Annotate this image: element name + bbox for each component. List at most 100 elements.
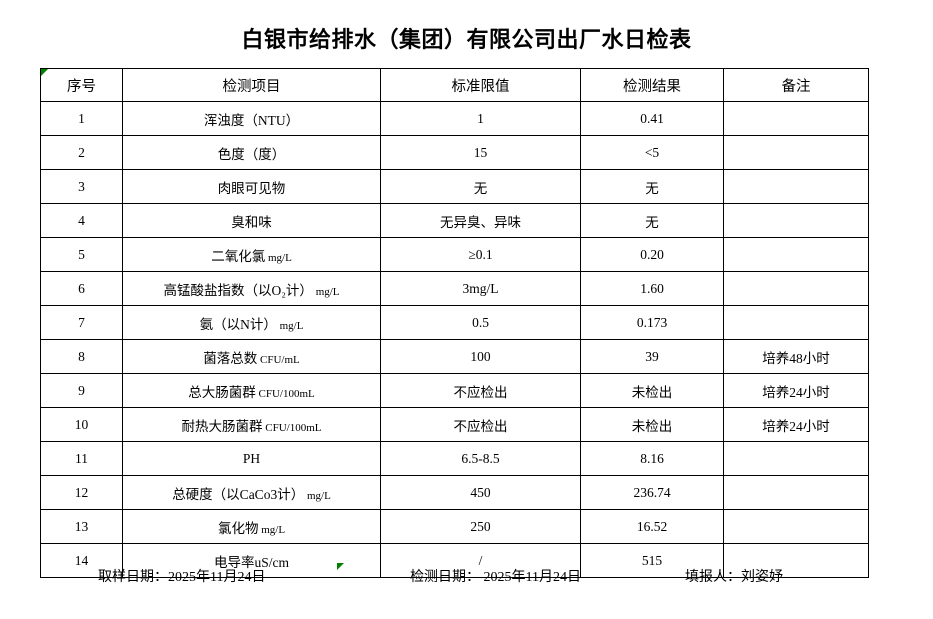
cell-no: 1 <box>40 101 123 136</box>
table-row: 8 菌落总数 CFU/mL 100 39 培养48小时 <box>40 339 869 374</box>
cell-result: 0.173 <box>580 305 724 340</box>
cell-item: 臭和味 <box>122 203 381 238</box>
testing-date-label: 检测日期： 2025年11月24日 <box>410 570 581 585</box>
item-unit: mg/L <box>312 285 340 298</box>
item-unit: mg/L <box>304 489 331 502</box>
table-row: 13 氯化物 mg/L 250 16.52 <box>40 509 869 544</box>
reporter-label: 填报人：刘姿妤 <box>685 570 783 585</box>
cell-no: 13 <box>40 509 123 544</box>
item-name: 色度（度） <box>217 146 286 162</box>
water-quality-table: 序号 检测项目 标准限值 检测结果 备注 1 浑浊度（NTU） 1 0.41 2 色度（度… <box>40 68 869 578</box>
page-title: 白银市给排水（集团）有限公司出厂水日检表 <box>241 27 692 52</box>
report-footer: 取样日期：2025年11月24日 检测日期： 2025年11月24日 填报人：刘… <box>40 566 868 590</box>
column-header-result: 检测结果 <box>580 68 724 102</box>
item-name: 高锰酸盐指数（以O₂计） <box>163 282 313 298</box>
item-name: 氨（以N计） <box>199 316 277 332</box>
column-header-no: 序号 <box>40 68 123 102</box>
item-name: 菌落总数 <box>203 350 258 366</box>
cell-standard: 0.5 <box>380 305 581 340</box>
cell-item: 总硬度（以CaCo3计） mg/L <box>122 475 381 510</box>
cell-result: 未检出 <box>580 373 724 408</box>
cell-no: 8 <box>40 339 123 374</box>
cell-result: 0.41 <box>580 101 724 136</box>
cell-result: 236.74 <box>580 475 724 510</box>
table-row: 10 耐热大肠菌群 CFU/100mL 不应检出 未检出 培养24小时 <box>40 407 869 442</box>
cell-remark <box>723 271 869 306</box>
cell-no: 12 <box>40 475 123 510</box>
cell-result: 未检出 <box>580 407 724 442</box>
column-header-item: 检测项目 <box>122 68 381 102</box>
cell-no: 3 <box>40 169 123 204</box>
cell-result: 无 <box>580 203 724 238</box>
cell-result: 515 <box>580 543 724 578</box>
column-header-remark: 备注 <box>723 68 869 102</box>
table-body: 1 浑浊度（NTU） 1 0.41 2 色度（度） 15 <5 3 肉眼可见物无无 4 臭和味 无异臭、… <box>40 101 869 578</box>
sampling-date-label: 取样日期：2025年11月24日 <box>98 570 266 585</box>
cell-item: 耐热大肠菌群 CFU/100mL <box>122 407 381 442</box>
cell-standard: 不应检出 <box>380 407 581 442</box>
table-row: 12 总硬度（以CaCo3计） mg/L 450 236.74 <box>40 475 869 510</box>
cell-result: 0.20 <box>580 237 724 272</box>
item-name: 总大肠菌群 <box>188 384 256 400</box>
item-unit: mg/L <box>276 319 304 332</box>
table-row: 2 色度（度） 15 <5 <box>40 135 869 170</box>
cell-item: 二氧化氯 mg/L <box>122 237 381 272</box>
cell-comment-marker-icon[interactable] <box>337 563 344 570</box>
cell-no: 4 <box>40 203 123 238</box>
table-row: 7 氨（以N计） mg/L 0.5 0.173 <box>40 305 869 340</box>
cell-no: 5 <box>40 237 123 272</box>
cell-standard: 15 <box>380 135 581 170</box>
item-name: 耐热大肠菌群 <box>181 418 263 434</box>
cell-comment-marker-icon[interactable] <box>41 69 48 76</box>
cell-item: PH <box>122 441 381 476</box>
item-unit: CFU/100mL <box>262 421 322 434</box>
cell-remark <box>723 101 869 136</box>
item-name: 臭和味 <box>231 214 272 230</box>
cell-remark <box>723 169 869 204</box>
cell-remark <box>723 135 869 170</box>
table-row: 5 二氧化氯 mg/L ≥0.1 0.20 <box>40 237 869 272</box>
cell-standard: 100 <box>380 339 581 374</box>
table-header-row: 序号 检测项目 标准限值 检测结果 备注 <box>40 68 869 102</box>
cell-remark <box>723 509 869 544</box>
cell-item: 菌落总数 CFU/mL <box>122 339 381 374</box>
item-name: 电导率uS/cm <box>213 554 289 570</box>
cell-standard: ≥0.1 <box>380 237 581 272</box>
item-name: 总硬度（以CaCo3计） <box>172 486 305 502</box>
cell-standard: 3mg/L <box>380 271 581 306</box>
item-unit: CFU/100mL <box>255 387 315 400</box>
cell-item: 肉眼可见物 <box>122 169 381 204</box>
item-name: 氯化物 <box>217 520 259 536</box>
table-row: 6 高锰酸盐指数（以O₂计） mg/L 3mg/L 1.60 <box>40 271 869 306</box>
cell-result: 8.16 <box>580 441 724 476</box>
cell-remark: 培养48小时 <box>723 339 869 374</box>
cell-item: 总大肠菌群 CFU/100mL <box>122 373 381 408</box>
table-row: 9 总大肠菌群 CFU/100mL 不应检出 未检出 培养24小时 <box>40 373 869 408</box>
cell-item: 色度（度） <box>122 135 381 170</box>
item-name: 肉眼可见物 <box>217 180 286 196</box>
cell-remark: 培养24小时 <box>723 407 869 442</box>
item-unit: mg/L <box>258 523 286 536</box>
cell-no: 11 <box>40 441 123 476</box>
cell-remark <box>723 203 869 238</box>
table-row: 11 PH 6.5-8.5 8.16 <box>40 441 869 476</box>
item-name: 浑浊度（NTU） <box>203 112 300 128</box>
table-row: 14 电导率uS/cm/515 <box>40 543 869 578</box>
cell-standard: 6.5-8.5 <box>380 441 581 476</box>
cell-item: 浑浊度（NTU） <box>122 101 381 136</box>
cell-item: 氯化物 mg/L <box>122 509 381 544</box>
cell-no: 6 <box>40 271 123 306</box>
cell-result: 39 <box>580 339 724 374</box>
cell-result: <5 <box>580 135 724 170</box>
cell-remark <box>723 475 869 510</box>
item-unit: CFU/mL <box>257 353 300 366</box>
cell-standard: 无 <box>380 169 581 204</box>
cell-remark <box>723 305 869 340</box>
column-header-standard: 标准限值 <box>380 68 581 102</box>
cell-remark: 培养24小时 <box>723 373 869 408</box>
cell-no: 7 <box>40 305 123 340</box>
cell-item: 氨（以N计） mg/L <box>122 305 381 340</box>
item-name: 二氧化氯 <box>211 248 266 264</box>
cell-standard: 不应检出 <box>380 373 581 408</box>
cell-result: 1.60 <box>580 271 724 306</box>
